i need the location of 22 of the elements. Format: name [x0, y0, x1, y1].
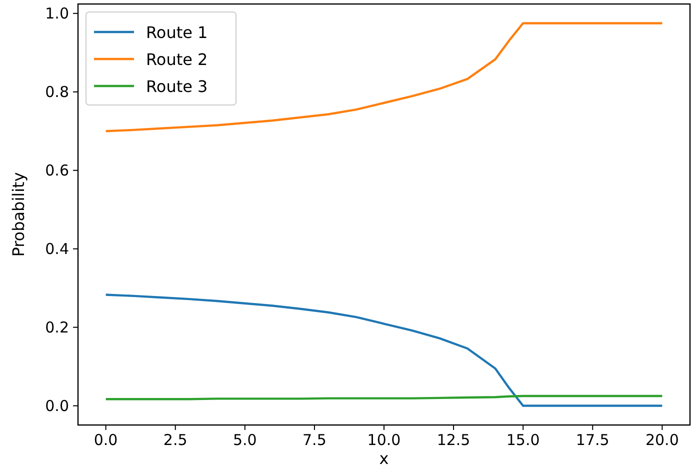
legend-label: Route 2: [146, 50, 208, 69]
x-axis-title: x: [379, 449, 389, 468]
x-tick-label: 10.0: [367, 431, 401, 449]
y-tick-label: 1.0: [45, 4, 69, 22]
x-tick-label: 15.0: [506, 431, 540, 449]
x-tick-label: 0.0: [94, 431, 118, 449]
y-tick-label: 0.4: [45, 240, 69, 258]
line-series: [104, 22, 664, 132]
x-tick-label: 5.0: [232, 431, 257, 449]
y-tick-label: 0.6: [45, 161, 69, 180]
x-tick-label: 20.0: [645, 431, 679, 449]
y-tick-label: 0.0: [45, 396, 69, 415]
y-tick-label: 0.8: [45, 82, 69, 101]
x-tick-label: 12.5: [436, 431, 470, 449]
legend-label: Route 1: [146, 23, 208, 42]
y-axis-title: Probability: [9, 172, 28, 257]
x-tick-label: 7.5: [302, 431, 326, 449]
y-tick-label: 0.2: [45, 318, 69, 336]
x-tick-label: 17.5: [576, 431, 610, 449]
legend-label: Route 3: [146, 77, 208, 96]
x-tick-label: 2.5: [163, 431, 188, 449]
line-series: [104, 294, 664, 407]
